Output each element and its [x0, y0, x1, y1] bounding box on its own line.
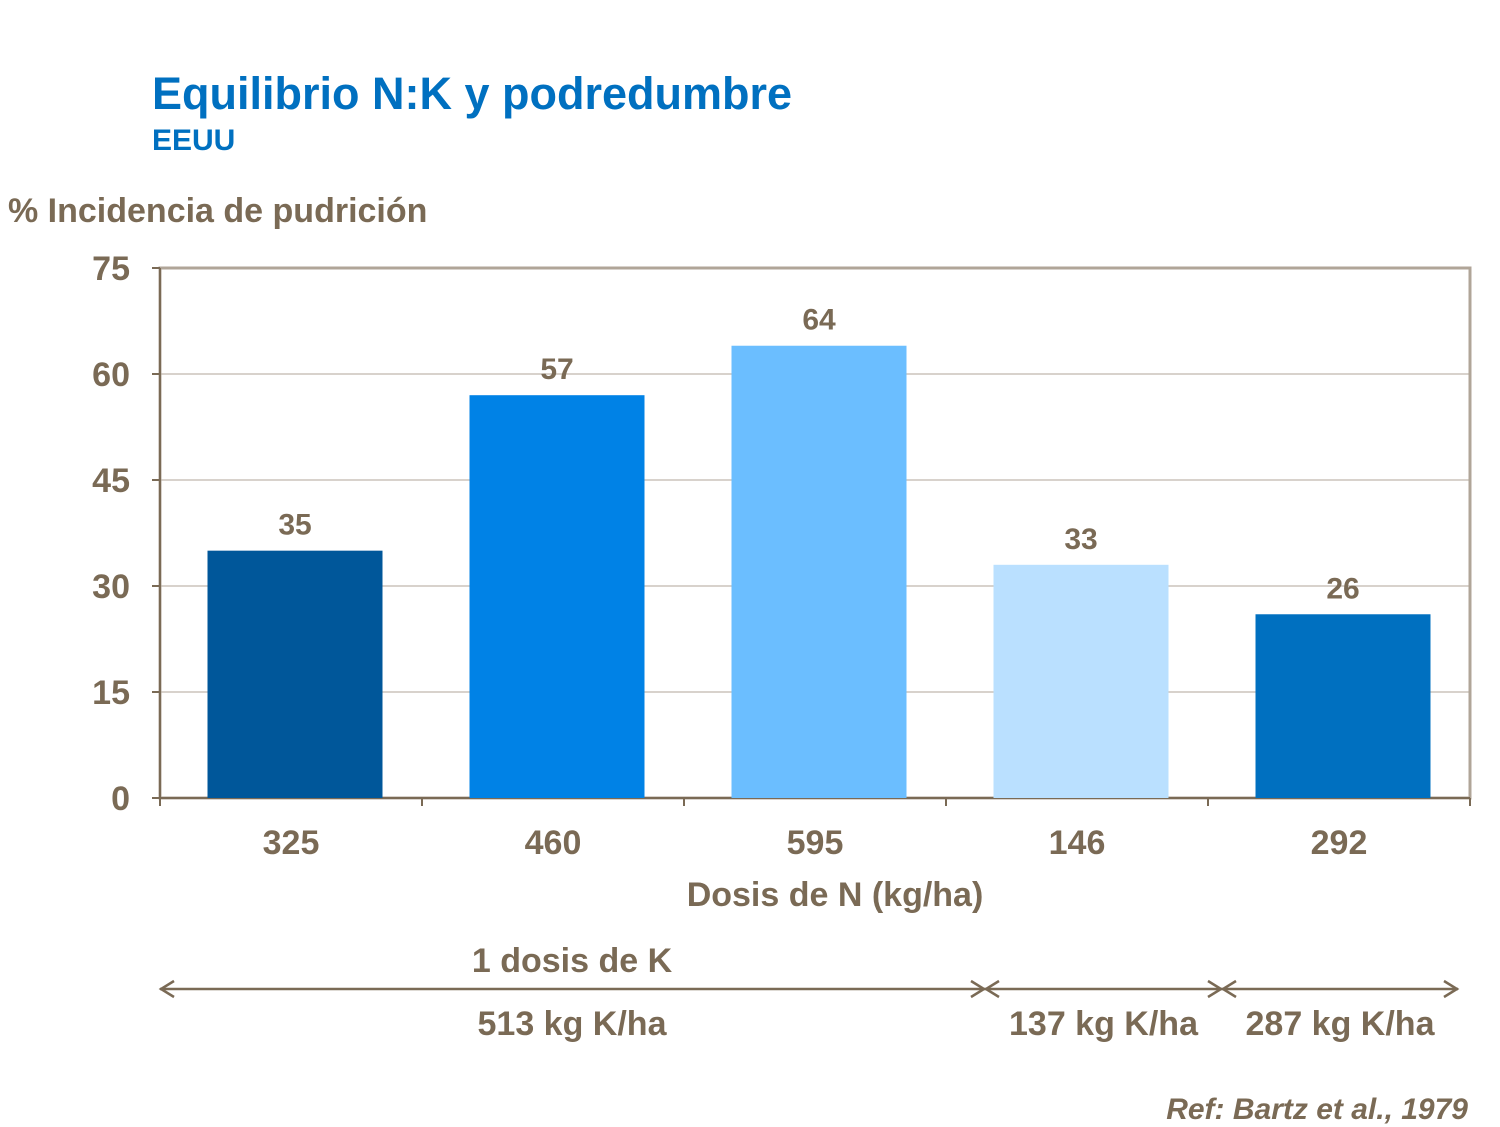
y-axis-label: % Incidencia de pudrición	[8, 192, 428, 230]
x-axis-label: Dosis de N (kg/ha)	[686, 876, 984, 914]
group-label: 513 kg K/ha	[478, 1005, 668, 1043]
x-tick-label: 460	[525, 824, 582, 862]
x-tick-label: 146	[1049, 824, 1106, 862]
y-tick-label: 60	[92, 356, 130, 394]
data-label: 35	[278, 509, 311, 542]
chart-subtitle: EEUU	[152, 124, 236, 157]
arrow-head-left-icon	[1220, 979, 1237, 999]
group-label: 287 kg K/ha	[1246, 1005, 1436, 1043]
data-label: 26	[1326, 572, 1359, 605]
y-tick-label: 30	[92, 568, 130, 606]
reference-note: Ref: Bartz et al., 1979	[1166, 1093, 1468, 1126]
y-tick-label: 45	[92, 462, 130, 500]
bar-325	[207, 550, 383, 798]
chart-title: Equilibrio N:K y podredumbre	[152, 68, 793, 119]
group-label: 137 kg K/ha	[1009, 1005, 1199, 1043]
x-tick-label: 292	[1311, 824, 1368, 862]
data-label: 64	[802, 304, 836, 337]
bar-146	[993, 564, 1169, 798]
bar-595	[731, 345, 907, 798]
arrow-head-left-icon	[983, 979, 1000, 999]
y-tick-label: 15	[92, 674, 130, 712]
data-label: 33	[1064, 523, 1097, 556]
x-tick-label: 325	[263, 824, 320, 862]
y-tick-label: 0	[111, 780, 130, 818]
data-label: 57	[540, 353, 573, 386]
x-tick-label: 595	[787, 824, 844, 862]
bar-292	[1255, 614, 1431, 798]
bar-460	[469, 395, 645, 798]
y-tick-label: 75	[92, 250, 130, 288]
arrow-head-right-icon	[1443, 979, 1460, 999]
group-header: 1 dosis de K	[472, 942, 673, 980]
arrow-head-left-icon	[158, 979, 175, 999]
